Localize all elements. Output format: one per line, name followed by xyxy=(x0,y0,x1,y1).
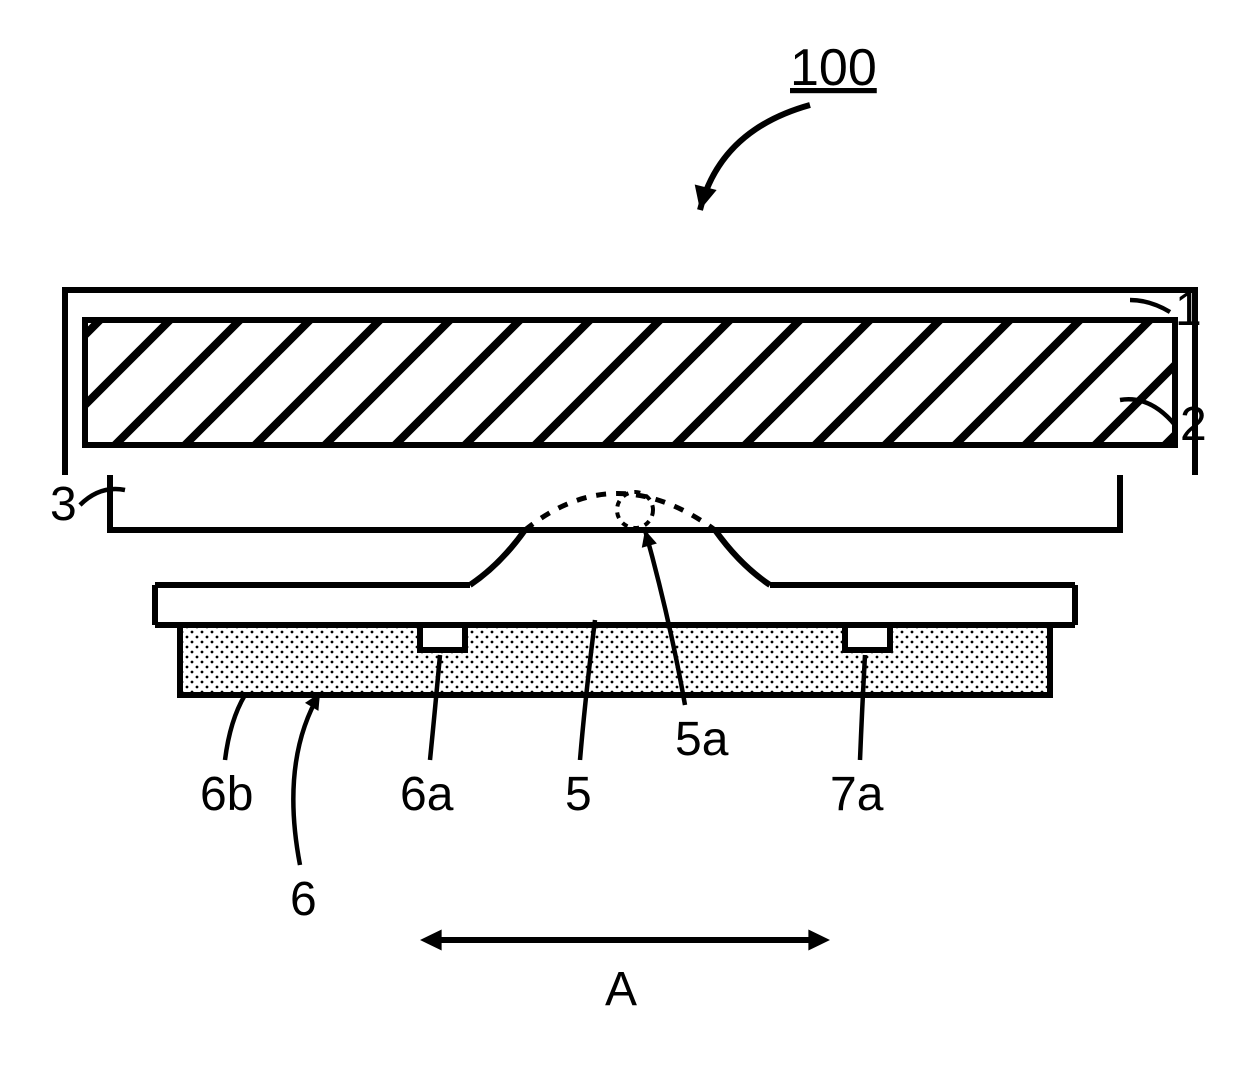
feature-5a-circle xyxy=(617,492,653,528)
ref-label-l5: 5 xyxy=(565,768,592,821)
layer-5-ramp-left xyxy=(470,530,525,585)
ref-label-l7a: 7a xyxy=(830,768,884,821)
layer-5-dome-hidden xyxy=(525,494,715,531)
leader-l3 xyxy=(80,489,125,505)
layer-6-dotted xyxy=(180,625,1050,695)
layer-5-ramp-right xyxy=(715,530,770,585)
dimension-a-label: A xyxy=(605,963,637,1016)
ref-label-l1: 1 xyxy=(1175,283,1202,336)
leader-l1 xyxy=(1130,300,1170,312)
leader-l6 xyxy=(293,693,320,865)
ref-label-100: 100 xyxy=(790,39,877,97)
ref-label-l5a: 5a xyxy=(675,713,729,766)
ref-arrow-100 xyxy=(700,105,810,210)
ref-label-l3: 3 xyxy=(50,478,77,531)
diagram-svg: 100 1 2 3 6b 6 6a 5 5a 7a A xyxy=(0,0,1240,1070)
layer-2-hatched xyxy=(85,320,1175,445)
layer-3 xyxy=(110,475,1120,530)
figure-container: 100 1 2 3 6b 6 6a 5 5a 7a A xyxy=(0,0,1240,1070)
ref-label-l6b: 6b xyxy=(200,768,253,821)
ref-label-l2: 2 xyxy=(1180,398,1207,451)
leader-l6b xyxy=(225,695,245,760)
ref-label-l6: 6 xyxy=(290,873,317,926)
ref-label-l6a: 6a xyxy=(400,768,454,821)
